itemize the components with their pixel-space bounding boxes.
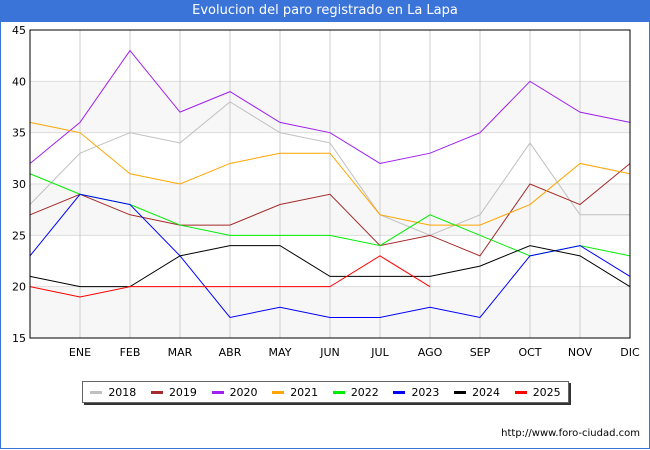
legend-item-2019: 2019	[150, 385, 197, 399]
legend-label: 2024	[472, 385, 501, 399]
legend-swatch	[393, 390, 406, 394]
series-line-2023	[29, 193, 631, 319]
legend-item-2022: 2022	[332, 385, 379, 399]
legend-item-2025: 2025	[514, 385, 561, 399]
legend-swatch	[332, 390, 345, 394]
legend-swatch	[90, 390, 103, 394]
chart-legend: 2018 2019 2020 2021 2022 2023 2024 2025	[82, 381, 569, 403]
y-tick-label: 25	[12, 229, 26, 242]
legend-swatch	[211, 390, 224, 394]
legend-label: 2022	[350, 385, 379, 399]
x-tick-label: JUN	[319, 346, 340, 359]
line-chart: 15 20 25 30 35 40 45 ENE FEB MAR ABR MAY JUN JUL AGO S…	[12, 24, 640, 359]
legend-swatch	[272, 390, 285, 394]
x-tick-label: ENE	[69, 346, 91, 359]
x-tick-label: DIC	[620, 346, 640, 359]
y-tick-label: 40	[12, 75, 26, 88]
x-tick-label: OCT	[518, 346, 541, 359]
x-tick-label: MAY	[269, 346, 292, 359]
plot-area-border	[29, 29, 631, 339]
chart-title: Evolucion del paro registrado en La Lapa	[0, 0, 650, 22]
legend-item-2024: 2024	[454, 386, 500, 399]
series-line-2025	[29, 255, 431, 298]
legend-label: 2018	[108, 385, 137, 399]
series-line-2021	[29, 121, 631, 226]
y-tick-label: 35	[12, 127, 26, 140]
x-tick-label: JUL	[370, 346, 389, 359]
x-tick-label: AGO	[418, 346, 443, 359]
legend-item-2021: 2021	[272, 386, 318, 399]
x-tick-label: MAR	[168, 346, 193, 359]
legend-item-2020: 2020	[211, 385, 258, 399]
x-tick-label: NOV	[568, 346, 593, 359]
legend-item-2023: 2023	[393, 386, 439, 399]
legend-label: 2025	[532, 385, 561, 399]
y-tick-label: 30	[12, 178, 26, 191]
y-tick-label: 15	[12, 332, 26, 345]
y-tick-label: 45	[12, 24, 26, 37]
legend-swatch	[454, 390, 467, 394]
legend-label: 2021	[290, 385, 319, 399]
legend-label: 2020	[229, 385, 258, 399]
legend-swatch	[150, 390, 163, 394]
x-tick-label: FEB	[120, 346, 141, 359]
source-credit: http://www.foro-ciudad.com	[501, 428, 640, 439]
legend-label: 2019	[168, 385, 197, 399]
series-line-2019	[29, 163, 631, 257]
legend-label: 2023	[411, 385, 440, 399]
x-tick-label: SEP	[470, 346, 491, 359]
legend-item-2018: 2018	[90, 386, 136, 399]
x-tick-label: ABR	[219, 346, 242, 359]
legend-swatch	[514, 390, 527, 394]
series-line-2020	[29, 49, 631, 164]
y-tick-label: 20	[12, 281, 26, 294]
series-line-2018	[29, 101, 630, 236]
